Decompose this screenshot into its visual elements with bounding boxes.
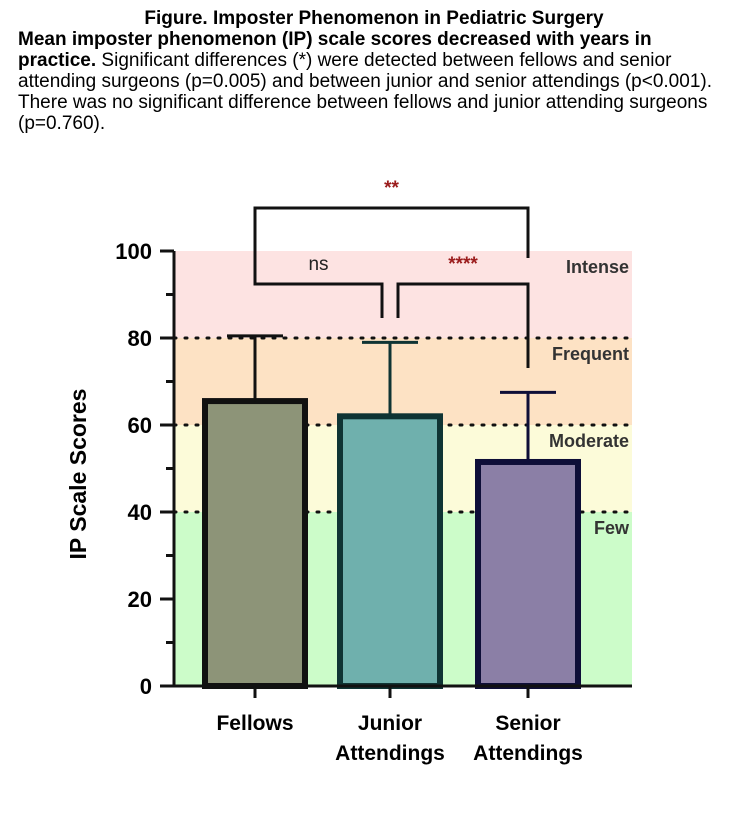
significance-layer: ns ****** xyxy=(253,178,530,368)
caption-body: Significant differences (*) were detecte… xyxy=(18,50,712,134)
y-tick-label: 100 xyxy=(115,239,152,264)
bar-3 xyxy=(475,458,581,689)
y-tick-label: 60 xyxy=(128,413,152,438)
significance-label: **** xyxy=(448,254,478,275)
bar-2 xyxy=(337,413,443,689)
zone-label-frequent: Frequent xyxy=(552,344,629,364)
y-tick-label: 20 xyxy=(128,587,152,612)
zone-label-moderate: Moderate xyxy=(549,431,629,451)
figure-caption: Figure. Imposter Phenomenon in Pediatric… xyxy=(18,8,730,134)
caption-lead: Mean imposter phenomenon (IP) scale scor… xyxy=(18,29,652,71)
bar-1 xyxy=(202,398,308,689)
x-tick-label: Senior xyxy=(495,712,560,735)
bars-layer xyxy=(202,334,581,689)
y-tick-label: 80 xyxy=(128,326,152,351)
y-tick-label: 0 xyxy=(140,674,152,699)
significance-label: ns xyxy=(308,254,328,275)
caption-text: Mean imposter phenomenon (IP) scale scor… xyxy=(18,29,730,134)
significance-bracket xyxy=(396,282,530,368)
x-tick-label: Junior xyxy=(358,712,422,735)
figure-title: Figure. Imposter Phenomenon in Pediatric… xyxy=(144,8,604,29)
significance-bracket xyxy=(253,258,384,318)
zone-intense xyxy=(174,251,632,338)
zone-label-intense: Intense xyxy=(566,257,629,277)
x-tick-label: Fellows xyxy=(216,712,293,735)
y-axis-label: IP Scale Scores xyxy=(65,389,91,560)
significance-label: ** xyxy=(384,178,399,199)
zone-label-few: Few xyxy=(594,518,630,538)
x-tick-label-line2: Attendings xyxy=(335,742,445,765)
axis-layer: 0 20 40 60 80 100 Fellows Junior Attendings Senio… xyxy=(115,239,632,765)
significance-bracket xyxy=(253,206,530,258)
y-tick-label: 40 xyxy=(128,500,152,525)
x-tick-label-line2: Attendings xyxy=(473,742,583,765)
